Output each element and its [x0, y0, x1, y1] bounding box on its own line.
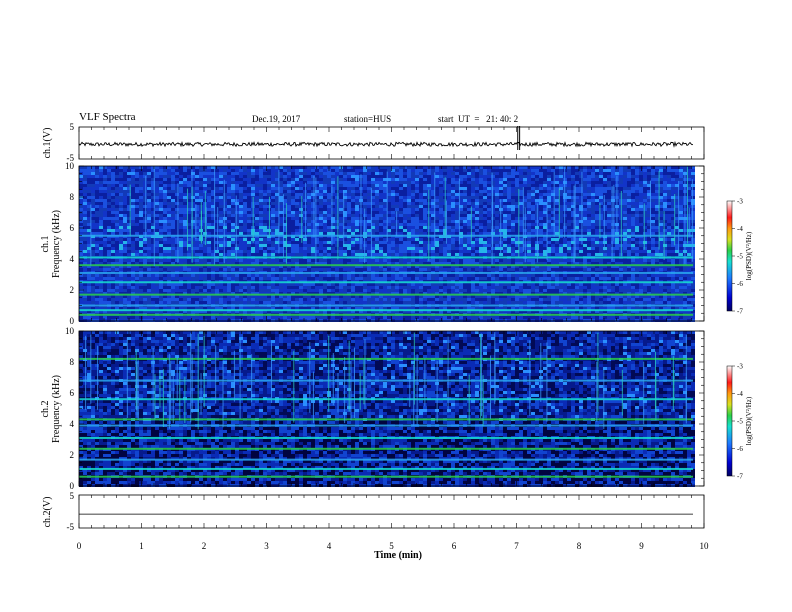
cb2-ticks-label-1: -4 — [737, 390, 743, 398]
xtick-label-4: 4 — [327, 541, 332, 551]
spec1-ytick-2: 4 — [70, 254, 75, 264]
freq-line-6 — [79, 418, 693, 421]
freq-line-5 — [79, 424, 693, 427]
spec1-ytick-1: 2 — [70, 285, 75, 295]
xtick-label-10: 10 — [700, 541, 710, 551]
ch1-colorbar-label: log(PSD)(V²/Hz) — [745, 231, 753, 280]
cb1-ticks-label-2: -5 — [737, 253, 743, 261]
ch2-ytick-bottom: -5 — [67, 522, 75, 532]
freq-line-4 — [79, 281, 693, 284]
spec1-ytick-5: 10 — [65, 161, 75, 171]
cb2-ticks-label-0: -3 — [737, 363, 743, 371]
spec2-ytick-5: 10 — [65, 326, 75, 336]
ch2-waveform-panel: 5 -5 ch.2(V) — [42, 491, 705, 532]
xtick-label-5: 5 — [389, 541, 394, 551]
spec2-ytick-4: 8 — [70, 357, 75, 367]
spec1-ytick-3: 6 — [70, 223, 75, 233]
xtick-label-9: 9 — [639, 541, 644, 551]
ch1-colorbar: -3 -4 -5 -6 -7 log(PSD)(V²/Hz) — [726, 198, 753, 316]
freq-line-8 — [79, 379, 693, 382]
spec2-ytick-3: 6 — [70, 388, 75, 398]
spec2-ytick-2: 4 — [70, 419, 75, 429]
xtick-label-2: 2 — [202, 541, 207, 551]
ch1-waveform-trace — [78, 126, 694, 150]
xtick-label-7: 7 — [514, 541, 519, 551]
ch1-spectrogram-image — [79, 166, 695, 322]
ch1-ytick-bottom: -5 — [67, 153, 75, 163]
ch2-colorbar-label: log(PSD)(V²/Hz) — [745, 396, 753, 445]
start-time-label: start UT = 21: 40: 2 — [438, 114, 519, 124]
xtick-label-6: 6 — [452, 541, 457, 551]
ch1-freq-ticks: 0 2 4 6 8 10 — [65, 161, 704, 326]
ch2-spectrogram-image — [79, 331, 695, 487]
ch1-spectrogram-panel: 0 2 4 6 8 10 ch.1 Frequency (kHz) — [40, 161, 705, 326]
ch2-ytick-top: 5 — [70, 491, 75, 501]
ch1-spec-ylabel-channel: ch.1 — [40, 236, 51, 253]
ch2-ylabel: ch.2(V) — [42, 497, 53, 528]
freq-line-6 — [79, 264, 693, 267]
freq-line-9 — [79, 357, 693, 360]
cb1-ticks-label-0: -3 — [737, 198, 743, 206]
ch2-spec-ylabel-channel: ch.2 — [40, 401, 51, 418]
spec2-ytick-1: 2 — [70, 450, 75, 460]
date-label: Dec.19, 2017 — [252, 114, 301, 124]
cb1-ticks-label-1: -4 — [737, 225, 743, 233]
freq-line-7 — [79, 256, 693, 259]
ch1-waveform-panel: 5 -5 ch.1(V) — [42, 122, 705, 163]
ch1-ytick-top: 5 — [70, 122, 75, 132]
freq-line-7 — [79, 398, 693, 401]
chart-title: VLF Spectra — [79, 111, 136, 123]
freq-line-3 — [79, 293, 693, 296]
freq-line-0 — [79, 313, 693, 316]
cb1-ticks-label-3: -6 — [737, 280, 743, 288]
cb2-ticks-label-3: -6 — [737, 445, 743, 453]
cb2-ticks-label-2: -5 — [737, 418, 743, 426]
freq-line-3 — [79, 447, 693, 450]
spec2-ytick-0: 0 — [70, 481, 75, 491]
xtick-label-0: 0 — [77, 541, 82, 551]
ch2-spec-ylabel: Frequency (kHz) — [51, 375, 62, 443]
freq-line-1 — [79, 309, 693, 312]
cb1-ticks-label-4: -7 — [737, 308, 743, 316]
cb2-ticks-label-4: -7 — [737, 473, 743, 481]
ch2-freq-ticks: 0 2 4 6 8 10 — [65, 326, 704, 491]
xtick-label-3: 3 — [264, 541, 269, 551]
freq-line-2 — [79, 458, 693, 461]
freq-line-4 — [79, 436, 693, 439]
freq-line-5 — [79, 271, 693, 274]
ch1-spec-ylabel: Frequency (kHz) — [51, 210, 62, 278]
ch1-ylabel: ch.1(V) — [42, 128, 53, 159]
freq-line-2 — [79, 304, 693, 307]
xtick-label-8: 8 — [577, 541, 582, 551]
spec1-ytick-4: 8 — [70, 192, 75, 202]
ch2-spectrogram-panel: 0 2 4 6 8 10 ch.2 Frequency (kHz) — [40, 326, 705, 491]
time-axis: 0 1 2 3 4 5 6 7 8 9 10 — [77, 127, 709, 551]
ch1-waveform-line — [78, 140, 694, 148]
ch2-colorbar: -3 -4 -5 -6 -7 log(PSD)(V²/Hz) — [726, 363, 753, 481]
freq-line-8 — [79, 234, 693, 237]
freq-line-1 — [79, 467, 693, 470]
spec1-ytick-0: 0 — [70, 316, 75, 326]
station-label: station=HUS — [344, 114, 392, 124]
xtick-label-1: 1 — [139, 541, 144, 551]
xaxis-label: Time (min) — [374, 550, 422, 561]
freq-line-0 — [79, 475, 693, 478]
